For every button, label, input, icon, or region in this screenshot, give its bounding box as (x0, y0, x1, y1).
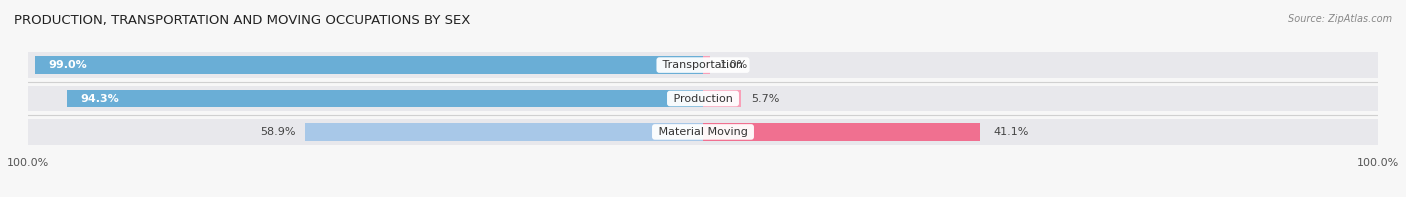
Text: 41.1%: 41.1% (994, 127, 1029, 137)
Bar (28, 119, 1378, 145)
Bar (305, 123, 703, 141)
Text: 58.9%: 58.9% (260, 127, 295, 137)
Text: Material Moving: Material Moving (655, 127, 751, 137)
Bar (703, 123, 980, 141)
Text: PRODUCTION, TRANSPORTATION AND MOVING OCCUPATIONS BY SEX: PRODUCTION, TRANSPORTATION AND MOVING OC… (14, 14, 471, 27)
Bar (703, 56, 710, 74)
Text: Production: Production (669, 94, 737, 103)
Text: 1.0%: 1.0% (720, 60, 748, 70)
Bar (28, 52, 1378, 78)
Bar (66, 90, 703, 107)
Bar (28, 86, 1378, 111)
Text: 5.7%: 5.7% (752, 94, 780, 103)
Text: Transportation: Transportation (659, 60, 747, 70)
Bar (703, 90, 741, 107)
Text: 99.0%: 99.0% (48, 60, 87, 70)
Bar (35, 56, 703, 74)
Text: Source: ZipAtlas.com: Source: ZipAtlas.com (1288, 14, 1392, 24)
Text: 94.3%: 94.3% (80, 94, 120, 103)
